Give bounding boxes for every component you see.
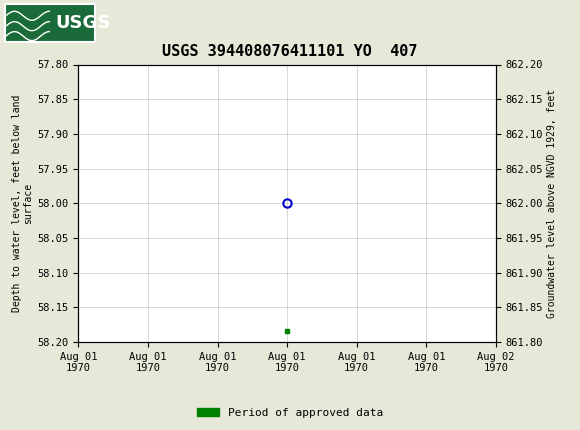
Y-axis label: Groundwater level above NGVD 1929, feet: Groundwater level above NGVD 1929, feet: [548, 89, 557, 318]
Legend: Period of approved data: Period of approved data: [193, 403, 387, 422]
Text: USGS 394408076411101 YO  407: USGS 394408076411101 YO 407: [162, 44, 418, 59]
Y-axis label: Depth to water level, feet below land
surface: Depth to water level, feet below land su…: [12, 95, 33, 312]
Text: USGS: USGS: [55, 14, 110, 31]
FancyBboxPatch shape: [5, 3, 95, 42]
